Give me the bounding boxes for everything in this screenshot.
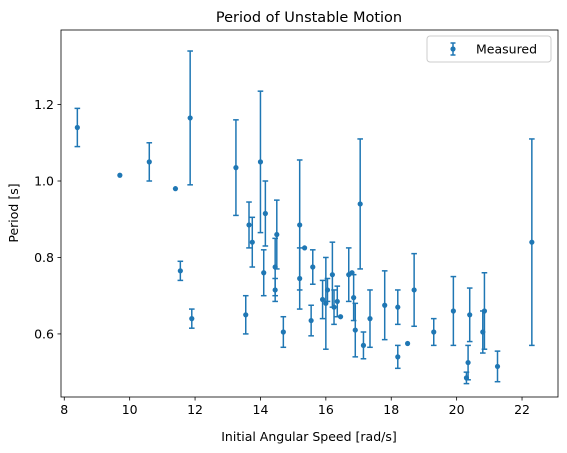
data-point	[529, 239, 535, 245]
data-point	[431, 329, 437, 335]
axes-frame	[60, 29, 559, 398]
data-point	[261, 270, 267, 276]
data-point	[177, 268, 183, 274]
data-point	[301, 245, 308, 251]
x-axis-label: Initial Angular Speed [rad/s]	[221, 429, 397, 444]
legend-label: Measured	[476, 42, 537, 57]
x-tick-label: 22	[514, 402, 530, 417]
data-point	[334, 298, 340, 305]
data-point	[233, 165, 239, 171]
x-tick-label: 14	[253, 402, 269, 417]
legend-box	[426, 35, 552, 63]
data-point	[494, 363, 501, 370]
x-tick-label: 18	[383, 402, 399, 417]
data-point	[357, 201, 363, 207]
data-point	[297, 275, 303, 282]
data-point	[146, 159, 152, 165]
plot-area	[74, 50, 535, 385]
data-point	[257, 159, 264, 165]
data-point	[331, 304, 337, 310]
y-tick-label: 0.8	[34, 250, 54, 265]
y-axis: 0.6 0.8 1.0 1.2	[34, 97, 61, 341]
data-point	[450, 308, 456, 314]
x-tick-label: 12	[187, 402, 203, 417]
x-tick-label: 8	[60, 402, 68, 417]
data-point	[337, 314, 344, 320]
y-tick-label: 1.0	[34, 174, 54, 189]
data-point	[411, 287, 417, 293]
data-point	[243, 312, 249, 318]
x-axis: 8 10 12 14 16 18 20 22	[60, 397, 530, 417]
data-point	[367, 316, 373, 322]
data-point	[324, 287, 331, 293]
data-point	[395, 304, 401, 310]
data-point	[360, 342, 367, 348]
data-point	[272, 287, 278, 293]
y-tick-label: 1.2	[34, 97, 54, 112]
legend: Measured	[426, 35, 552, 63]
data-point	[404, 340, 411, 347]
data-point	[297, 222, 303, 228]
legend-marker	[450, 46, 456, 52]
x-tick-label: 20	[449, 402, 465, 417]
data-point	[308, 317, 314, 324]
data-point	[352, 327, 358, 333]
data-point	[319, 296, 326, 303]
data-point	[117, 172, 123, 178]
data-point	[382, 302, 388, 308]
data-point	[74, 124, 80, 131]
data-point	[172, 186, 179, 192]
data-point	[310, 264, 316, 270]
data-point	[329, 272, 335, 278]
data-point	[246, 222, 252, 228]
data-point	[465, 359, 471, 366]
x-tick-label: 10	[122, 402, 138, 417]
chart-title: Period of Unstable Motion	[216, 10, 402, 26]
data-point	[249, 239, 255, 245]
data-point	[280, 329, 286, 335]
y-axis-label: Period [s]	[6, 183, 21, 242]
x-tick-label: 16	[318, 402, 334, 417]
data-point	[189, 316, 195, 322]
data-point	[351, 295, 357, 301]
data-point	[467, 312, 473, 318]
data-point	[187, 115, 193, 121]
data-point	[274, 231, 280, 238]
data-point	[262, 210, 268, 217]
data-point	[395, 354, 401, 360]
data-point	[481, 308, 488, 314]
y-tick-label: 0.6	[34, 326, 54, 341]
